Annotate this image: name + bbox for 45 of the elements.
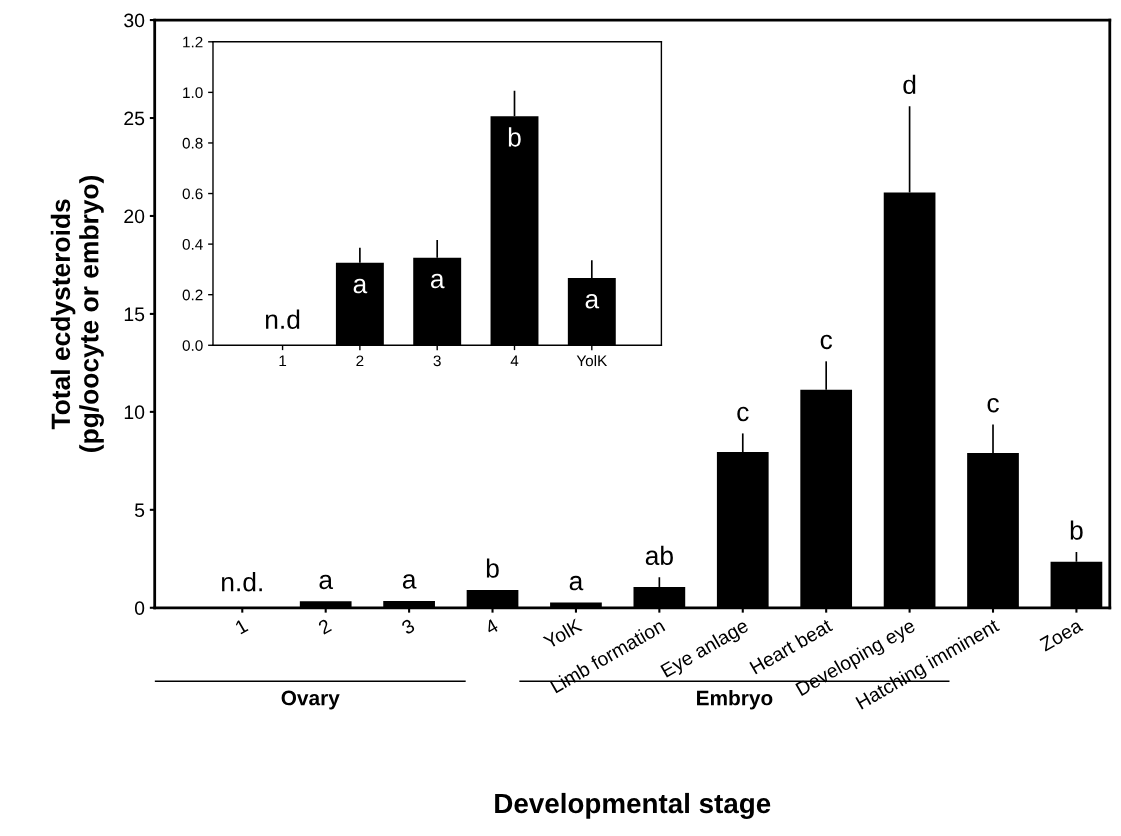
annotation: ab: [645, 545, 673, 566]
y-tick-label: 20: [124, 209, 145, 224]
y-tick-label: 0.6: [182, 188, 203, 200]
annotation: b: [1070, 520, 1083, 540]
y-tick-label: 0.2: [182, 289, 203, 301]
y-tick-label: 0.8: [182, 137, 203, 149]
y-tick-label: 25: [124, 111, 145, 126]
x-tick-label: 4: [510, 355, 519, 367]
y-tick-label: 1.0: [183, 87, 203, 99]
annotation: b: [508, 127, 521, 147]
annotation: c: [987, 397, 999, 413]
annotation: b: [486, 558, 499, 578]
annotation: n.d.: [222, 572, 262, 592]
x-tick-label: 2: [356, 355, 364, 367]
x-tick-label: 1: [279, 355, 287, 367]
annotation: a: [353, 278, 368, 294]
y-tick-label: 10: [124, 405, 145, 420]
annotation: a: [319, 574, 334, 590]
annotation: c: [820, 334, 833, 350]
x-axis-title: Developmental stage: [495, 792, 771, 819]
x-tick-label: 3: [433, 355, 441, 367]
x-tick-label: 3: [400, 618, 416, 635]
x-tick-label: YolK: [576, 354, 608, 367]
y-tick-label: 0: [134, 601, 145, 616]
annotation: d: [903, 74, 916, 95]
x-tick-label: 1: [234, 618, 249, 635]
x-tick-label: 2: [317, 618, 332, 635]
annotation: a: [569, 575, 584, 591]
y-tick-label: 30: [124, 13, 145, 28]
y-axis-title: Total ecdysteroids (pg/oocyte or embryo): [50, 175, 104, 452]
x-tick-label: YolK: [542, 617, 583, 650]
y-tick-label: 5: [134, 503, 145, 518]
annotation: c: [737, 406, 749, 422]
annotation: a: [430, 273, 445, 289]
text: Embryo: [697, 690, 773, 710]
annotation: n.d: [265, 309, 300, 329]
annotation: a: [402, 574, 417, 589]
y-tick-label: 15: [124, 307, 145, 322]
y-tick-label: 0.0: [182, 340, 203, 351]
y-tick-label: 1.2: [183, 36, 203, 48]
annotation: a: [585, 294, 600, 309]
y-tick-label: 0.4: [182, 238, 203, 250]
x-tick-label: 4: [483, 618, 500, 635]
text: Ovary: [281, 690, 340, 710]
x-tick-label: Zoea: [1038, 618, 1084, 652]
